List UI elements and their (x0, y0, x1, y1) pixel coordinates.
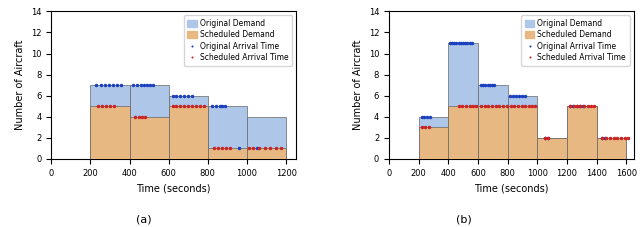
Y-axis label: Number of Aircraft: Number of Aircraft (15, 40, 26, 130)
Bar (169, 96, 208, 159)
Bar (537, 138, 567, 159)
Text: (b): (b) (456, 215, 472, 225)
Bar (129, 85, 169, 159)
Bar (448, 106, 478, 159)
Text: (a): (a) (136, 215, 152, 225)
Bar (567, 106, 596, 159)
Legend: Original Demand, Scheduled Demand, Original Arrival Time, Scheduled Arrival Time: Original Demand, Scheduled Demand, Origi… (522, 15, 630, 66)
Bar (567, 106, 596, 159)
Bar (90, 85, 129, 159)
Bar (596, 138, 626, 159)
Bar (419, 117, 448, 159)
Bar (247, 148, 286, 159)
Bar (478, 85, 508, 159)
Y-axis label: Number of Aircraft: Number of Aircraft (353, 40, 363, 130)
X-axis label: Time (seconds): Time (seconds) (136, 183, 211, 193)
Bar (508, 106, 537, 159)
Bar (419, 127, 448, 159)
Legend: Original Demand, Scheduled Demand, Original Arrival Time, Scheduled Arrival Time: Original Demand, Scheduled Demand, Origi… (184, 15, 292, 66)
Bar (208, 106, 247, 159)
Bar (448, 43, 478, 159)
Bar (129, 117, 169, 159)
Bar (208, 148, 247, 159)
X-axis label: Time (seconds): Time (seconds) (474, 183, 548, 193)
Bar (596, 138, 626, 159)
Bar (247, 117, 286, 159)
Bar (508, 96, 537, 159)
Bar (169, 106, 208, 159)
Bar (478, 106, 508, 159)
Bar (537, 138, 567, 159)
Bar (90, 106, 129, 159)
